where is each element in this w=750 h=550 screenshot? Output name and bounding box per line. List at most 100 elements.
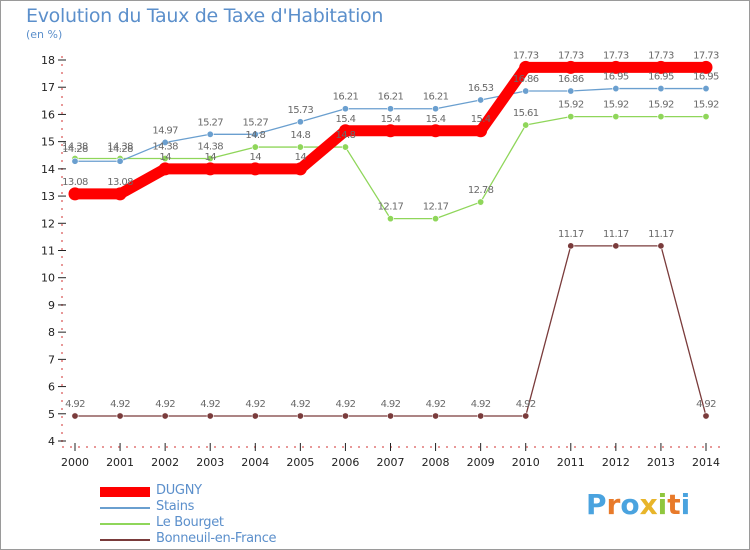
data-label: 16.21 [333,92,359,103]
data-label: 17.73 [648,50,674,61]
legend-swatch [100,507,150,509]
data-point [699,60,713,74]
data-label: 14.38 [107,142,133,153]
data-label: 14 [204,152,216,163]
data-point [206,412,214,420]
logo-letter: r [606,488,621,521]
axes: 4 5 6 7 8 9 10 11 12 13 14 15 16 17 18 2000 2001 2002 2003… [41,54,725,469]
y-tick-label: 8 [48,326,55,339]
legend-swatch [100,539,150,541]
data-label: 15.27 [242,117,268,128]
data-label: 4.92 [335,399,355,410]
data-label: 4.92 [290,399,310,410]
x-tick-label: 2012 [602,456,630,469]
data-label: 16.95 [648,72,674,83]
data-label: 15.73 [288,105,314,116]
x-tick-label: 2000 [61,456,89,469]
data-point [702,85,710,93]
data-label: 4.92 [245,399,265,410]
data-label: 14 [250,152,262,163]
data-label: 14.28 [62,144,88,155]
data-label: 14 [295,152,307,163]
data-label: 17.73 [693,50,719,61]
data-point [248,162,262,176]
data-point [158,162,172,176]
data-point [612,113,620,121]
data-point [564,60,578,74]
data-label: 14.38 [62,142,88,153]
y-tick-label: 15 [41,136,55,149]
x-tick-label: 2011 [557,456,585,469]
data-label: 16.86 [513,74,539,85]
data-point [296,412,304,420]
chart-title: Evolution du Taux de Taxe d'Habitation [26,5,384,27]
data-label: 16.53 [468,83,494,94]
data-point [429,124,443,138]
data-label: 11.17 [558,229,584,240]
y-tick-label: 5 [48,408,55,421]
logo-letter: x [639,488,658,521]
logo-letter: P [586,488,607,521]
data-point [161,155,169,163]
data-point [519,60,533,74]
data-point [206,130,214,138]
data-point [567,113,575,121]
data-point [251,412,259,420]
data-point [522,121,530,129]
data-point [657,113,665,121]
data-label: 14.28 [107,144,133,155]
data-label: 16.95 [603,72,629,83]
x-tick-label: 2009 [467,456,495,469]
data-point [296,143,304,151]
data-labels: 13.08 13.08 14 14 14 14 15.4 15.4 15.4 15.4 17.73 1… [62,50,719,410]
x-tick-label: 2006 [331,456,359,469]
data-point [116,157,124,165]
data-point [341,143,349,151]
chart-subtitle: (en %) [26,28,63,41]
series-lines [68,60,713,420]
data-point [341,412,349,420]
x-tick-label: 2007 [377,456,405,469]
data-point [612,242,620,250]
data-point [702,113,710,121]
data-label: 15.4 [335,114,355,125]
x-tick-label: 2001 [106,456,134,469]
data-label: 12.78 [468,185,494,196]
legend-label: Bonneuil-en-France [156,531,277,546]
data-point [161,138,169,146]
data-point [522,87,530,95]
data-point [386,105,394,113]
proxiti-logo: Proxiti [586,488,690,521]
x-tick-label: 2005 [286,456,314,469]
data-point [522,412,530,420]
data-label: 16.21 [423,92,449,103]
data-point [71,157,79,165]
logo-letter: i [657,488,668,521]
data-point [567,87,575,95]
data-label: 17.73 [513,50,539,61]
data-point [338,124,352,138]
x-tick-label: 2004 [241,456,269,469]
legend-swatch [100,487,150,497]
y-tick-label: 17 [41,81,55,94]
data-label: 11.17 [648,229,674,240]
data-label: 14.8 [290,130,310,141]
data-point [612,85,620,93]
data-label: 11.17 [603,229,629,240]
data-point [386,412,394,420]
data-label: 15.61 [513,108,539,119]
data-label: 4.92 [65,399,85,410]
data-label: 13.08 [107,177,133,188]
x-tick-label: 2014 [692,456,720,469]
data-label: 4.92 [426,399,446,410]
data-point [432,412,440,420]
data-label: 14 [159,152,171,163]
data-label: 4.92 [200,399,220,410]
y-tick-label: 11 [41,245,55,258]
data-label: 16.86 [558,74,584,85]
data-label: 4.92 [381,399,401,410]
data-point [68,187,82,201]
data-point [657,242,665,250]
data-point [477,198,485,206]
